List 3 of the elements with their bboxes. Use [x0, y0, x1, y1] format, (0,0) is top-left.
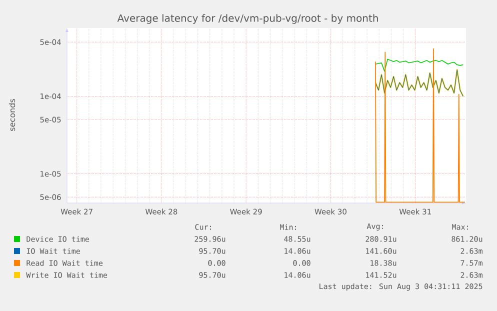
chart-title: Average latency for /dev/vm-pub-vg/root - by month: [117, 14, 378, 24]
line-series: [375, 58, 464, 72]
y-axis-title: seconds: [8, 99, 16, 131]
